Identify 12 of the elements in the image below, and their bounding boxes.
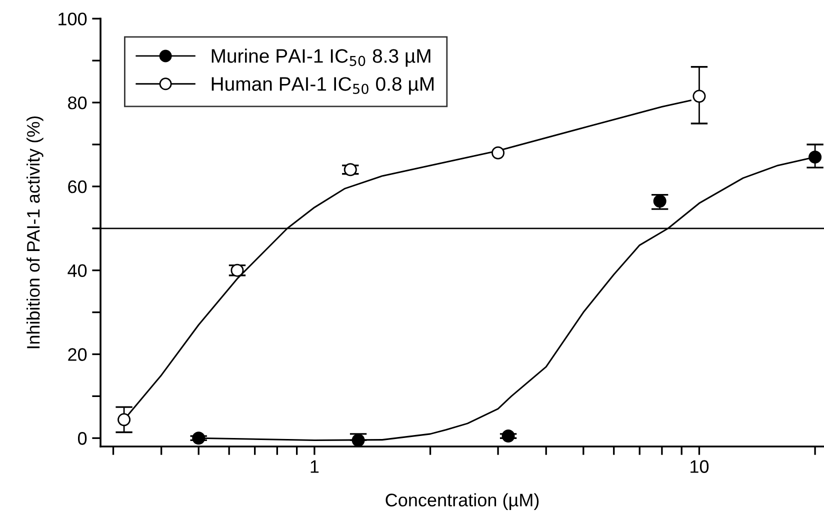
legend-label: Murine PAI-1 IC$_{50}$ 8.3 µM — [212, 48, 430, 67]
y-tick-label: 0 — [78, 432, 87, 445]
x-tick-label: 10 — [690, 460, 709, 473]
y-axis-title: Inhibition of PAI-1 activity (%) — [26, 116, 44, 348]
y-tick-label: 100 — [58, 12, 87, 26]
x-axis-title: Concentration (µM) — [386, 493, 539, 510]
y-tick-label: 60 — [68, 180, 87, 194]
y-tick-label: 20 — [68, 348, 87, 361]
legend-label: Human PAI-1 IC$_{50}$ 0.8 µM — [212, 77, 434, 95]
y-tick-label: 80 — [68, 96, 87, 110]
y-tick-label: 40 — [68, 264, 87, 278]
x-tick-label: 1 — [310, 460, 319, 473]
